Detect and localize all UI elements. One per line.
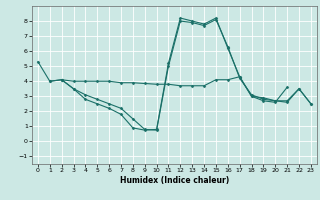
X-axis label: Humidex (Indice chaleur): Humidex (Indice chaleur) [120,176,229,185]
